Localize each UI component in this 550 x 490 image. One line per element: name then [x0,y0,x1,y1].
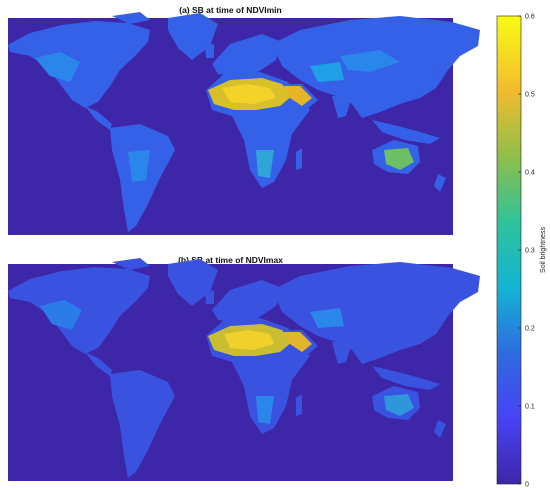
colorbar-gradient [496,15,522,485]
panel-a-sa-east [128,150,150,182]
colorbar-tick-label: 0.1 [525,404,535,411]
panel-b-australia-core [384,394,414,416]
colorbar-ticks: 0 0.1 0.2 0.3 0.4 0.5 0.6 [518,14,535,489]
colorbar-label: Soil brightness [540,227,547,273]
panel-a-sahara-core [222,84,276,104]
panel-b-africa-south [256,396,274,424]
colorbar: 0 0.1 0.2 0.3 0.4 0.5 0.6 Soil brightness [496,14,547,489]
panel-a-arabia [284,86,312,106]
panel-b-map [8,258,480,481]
colorbar-tick-label: 0 [525,482,529,489]
panel-a-title: (a) SB at time of NDVImin [179,5,282,15]
colorbar-tick-label: 0.2 [525,326,535,333]
panel-b-title: (b) SB at time of NDVImax [178,255,283,265]
colorbar-tick-label: 0.4 [525,170,535,177]
panel-b-arabia [284,332,312,352]
panel-a-africa-south [256,150,274,178]
panel-a-central-asia [310,62,344,82]
colorbar-tick-label: 0.3 [525,248,535,255]
panel-b-na-west [40,300,82,330]
panel-b-central-asia [310,308,344,328]
panel-b-sahara-core [224,330,274,350]
colorbar-tick-label: 0.6 [525,14,535,21]
panel-a-na-west [35,52,80,82]
panel-a-australia-core [384,148,414,170]
colorbar-tick-label: 0.5 [525,92,535,99]
panel-a-map [8,12,480,235]
panel-a-asia-central [340,50,400,72]
